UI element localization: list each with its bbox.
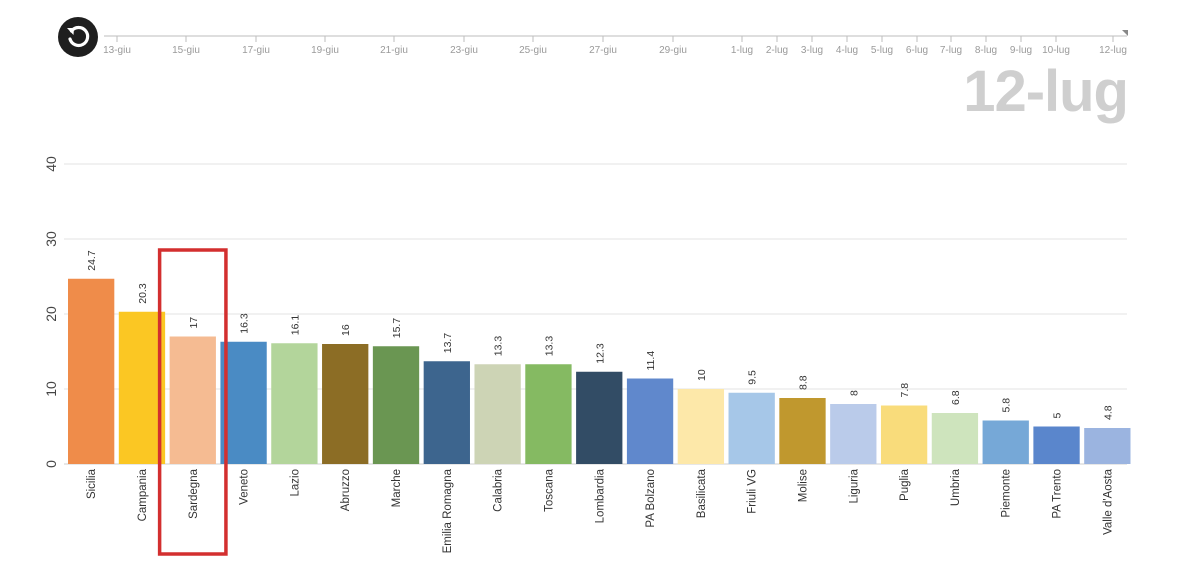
data-label: 12.3 [594,343,606,364]
data-label: 5 [1052,413,1064,419]
category-label: Toscana [543,468,555,511]
data-label: 4.8 [1102,405,1114,420]
category-label: Campania [137,468,149,521]
timeline-tick-label[interactable]: 19-giu [311,45,339,56]
data-label: 10 [696,369,708,381]
category-label: Umbria [950,468,962,506]
bar[interactable] [1084,428,1131,464]
timeline-tick-label[interactable]: 3-lug [801,45,823,56]
bar[interactable] [982,420,1029,465]
bar[interactable] [68,278,115,464]
y-tick-label: 20 [43,306,59,322]
timeline-tick-label[interactable]: 8-lug [975,45,997,56]
category-label: Emilia Romagna [442,468,454,553]
y-tick-label: 10 [43,381,59,397]
timeline-tick-label[interactable]: 15-giu [172,45,200,56]
category-label: Lombardia [594,468,606,523]
category-label: Sicilia [86,468,98,499]
timeline-tick-label[interactable]: 4-lug [836,45,858,56]
data-label: 17 [188,317,200,329]
timeline-tick-label[interactable]: 5-lug [871,45,893,56]
timeline-tick-label[interactable]: 29-giu [659,45,687,56]
data-label: 16.1 [289,315,301,336]
highlight-box [157,248,228,556]
timeline-handle[interactable] [1122,30,1128,36]
data-label: 8.8 [797,375,809,390]
bar[interactable] [525,364,572,464]
bar[interactable] [779,398,826,464]
category-label: Valle d'Aosta [1102,468,1114,535]
highlight-layer [157,248,228,556]
category-label: Marche [391,469,403,507]
category-label: Lazio [289,469,301,497]
data-label: 8 [848,390,860,396]
bar[interactable] [830,404,877,464]
timeline-tick-label[interactable]: 12-lug [1099,45,1127,56]
data-label: 11.4 [645,351,657,371]
data-label: 20.3 [137,283,149,304]
category-label: Calabria [493,468,505,511]
category-label: Abruzzo [340,469,352,511]
bar[interactable] [576,371,623,464]
category-label: PA Trento [1052,469,1064,519]
bar[interactable] [677,389,725,464]
data-label: 16.3 [239,313,251,334]
data-label: 24.7 [86,250,98,271]
replay-icon [67,25,90,48]
data-label: 16 [340,324,352,336]
data-label: 15.7 [391,318,403,339]
timeline-tick-label[interactable]: 9-lug [1010,45,1032,56]
bars: 24.7 Sicilia 20.3 Campania 17 Sardegna 16.3 Ven… [68,250,1131,553]
category-label: Friuli VG [747,469,759,514]
bar[interactable] [931,413,979,464]
bar[interactable] [474,364,521,464]
category-label: PA Bolzano [645,469,657,528]
bar[interactable] [322,344,369,464]
data-label: 13.3 [543,336,555,357]
bar[interactable] [372,346,420,464]
current-date-label: 12-lug [963,59,1129,124]
bar[interactable] [423,361,470,464]
timeline-tick-label[interactable]: 10-lug [1042,45,1070,56]
y-tick-label: 40 [43,156,59,172]
timeline-tick-label[interactable]: 2-lug [766,45,788,56]
timeline-tick-label[interactable]: 25-giu [519,45,547,56]
timeline-tick-label[interactable]: 6-lug [906,45,928,56]
data-label: 5.8 [1001,398,1013,413]
y-axis: 0 10 20 30 40 [43,156,59,468]
y-tick-label: 0 [43,460,59,468]
category-label: Molise [797,469,809,502]
bar[interactable] [169,336,216,465]
category-label: Basilicata [696,468,708,518]
category-label: Veneto [239,469,251,505]
timeline-tick-label[interactable]: 17-giu [242,45,270,56]
timeline-tick-label[interactable]: 13-giu [103,45,131,56]
timeline-slider[interactable]: 13-giu 15-giu 17-giu 19-giu 21-giu 23-giu 25-g… [103,30,1128,56]
data-label: 13.7 [442,333,454,354]
category-label: Puglia [899,468,911,501]
replay-button[interactable] [58,17,98,57]
timeline-tick-label[interactable]: 23-giu [450,45,478,56]
timeline-tick-label[interactable]: 27-giu [589,45,617,56]
bar[interactable] [220,341,267,464]
bar[interactable] [728,392,775,464]
bar[interactable] [118,311,166,464]
y-tick-label: 30 [43,231,59,247]
data-label: 9.5 [747,370,759,385]
data-label: 7.8 [899,383,911,398]
timeline-tick-label[interactable]: 7-lug [940,45,962,56]
data-label: 6.8 [950,390,962,405]
timeline-tick-label[interactable]: 1-lug [731,45,753,56]
timeline-tick-label[interactable]: 21-giu [380,45,408,56]
bar[interactable] [1033,426,1080,465]
category-label: Piemonte [1001,469,1013,518]
bar[interactable] [880,405,928,465]
category-label: Liguria [848,468,860,503]
bar[interactable] [271,343,318,464]
bar[interactable] [626,378,674,465]
category-label: Sardegna [188,468,200,518]
data-label: 13.3 [493,336,505,357]
